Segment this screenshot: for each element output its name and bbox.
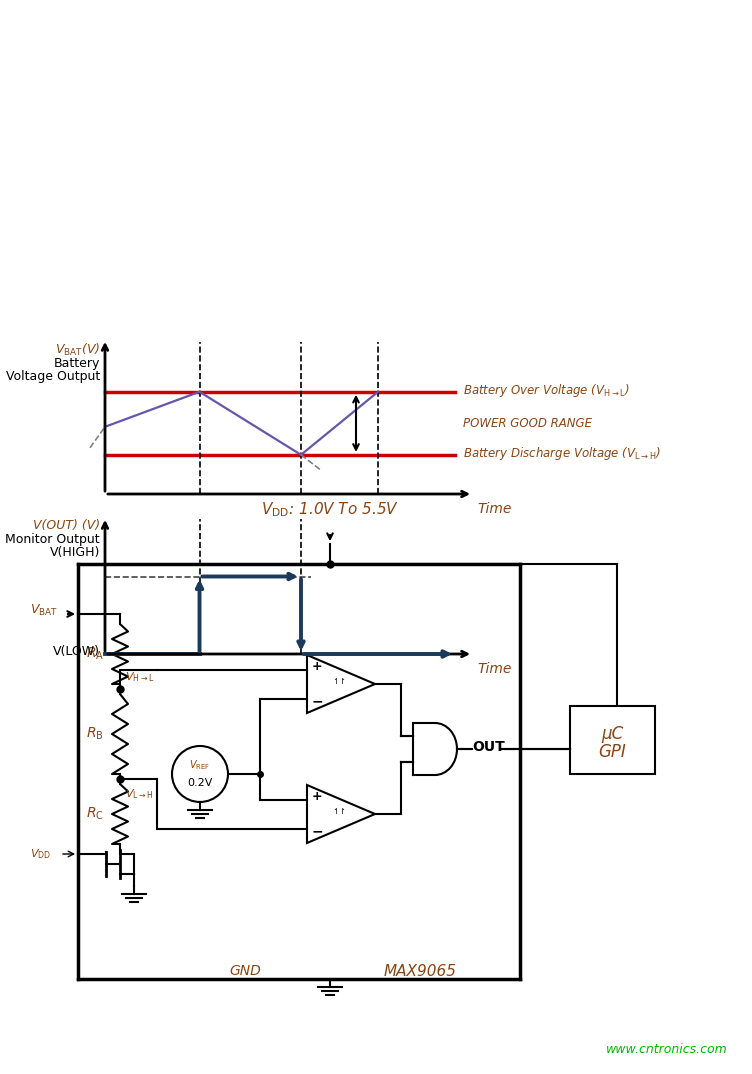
Text: Voltage Output: Voltage Output — [6, 371, 100, 383]
Text: V$_{\rm BAT}$: V$_{\rm BAT}$ — [30, 603, 58, 618]
Text: GPI: GPI — [599, 743, 626, 761]
Text: V$_{\rm DD}$: 1.0V To 5.5V: V$_{\rm DD}$: 1.0V To 5.5V — [261, 500, 399, 519]
Text: +: + — [311, 790, 323, 803]
Text: Time: Time — [477, 662, 511, 676]
Text: V(OUT) (V): V(OUT) (V) — [33, 519, 100, 532]
Text: OUT: OUT — [472, 740, 505, 754]
Text: ↿↾: ↿↾ — [332, 678, 347, 686]
Text: GND: GND — [229, 964, 261, 978]
Text: R$_{\rm A}$: R$_{\rm A}$ — [86, 645, 105, 663]
Text: V$_{\rm BAT}$(V): V$_{\rm BAT}$(V) — [55, 342, 100, 358]
Text: V$_{\rm DD}$: V$_{\rm DD}$ — [30, 847, 51, 861]
Text: Battery Discharge Voltage (V$_{\rm L{\to}H}$): Battery Discharge Voltage (V$_{\rm L{\to… — [463, 446, 661, 462]
Text: ↿↾: ↿↾ — [332, 808, 347, 816]
Text: V(HIGH): V(HIGH) — [50, 546, 100, 558]
Text: Time: Time — [477, 502, 511, 516]
Text: Battery Over Voltage (V$_{\rm H{\to}L}$): Battery Over Voltage (V$_{\rm H{\to}L}$) — [463, 382, 630, 400]
Text: Monitor Output: Monitor Output — [5, 533, 100, 546]
Text: Battery: Battery — [53, 357, 100, 371]
Text: POWER GOOD RANGE: POWER GOOD RANGE — [463, 417, 592, 430]
Text: R$_{\rm B}$: R$_{\rm B}$ — [86, 726, 104, 742]
Text: V$_{\rm L{\to}H}$: V$_{\rm L{\to}H}$ — [125, 787, 153, 801]
Text: −: − — [311, 824, 323, 838]
Text: −: − — [311, 694, 323, 708]
Text: V$_{\rm H{\to}L}$: V$_{\rm H{\to}L}$ — [125, 670, 154, 684]
Text: R$_{\rm C}$: R$_{\rm C}$ — [86, 806, 104, 823]
Text: www.cntronics.com: www.cntronics.com — [606, 1043, 728, 1056]
Text: μC: μC — [602, 725, 623, 743]
Text: V(LOW): V(LOW) — [53, 645, 100, 658]
Text: +: + — [311, 661, 323, 673]
Text: V$_{\rm REF}$: V$_{\rm REF}$ — [190, 758, 211, 772]
Bar — [570, 706, 655, 774]
Text: MAX9065: MAX9065 — [384, 963, 456, 978]
Text: 0.2V: 0.2V — [187, 778, 213, 788]
